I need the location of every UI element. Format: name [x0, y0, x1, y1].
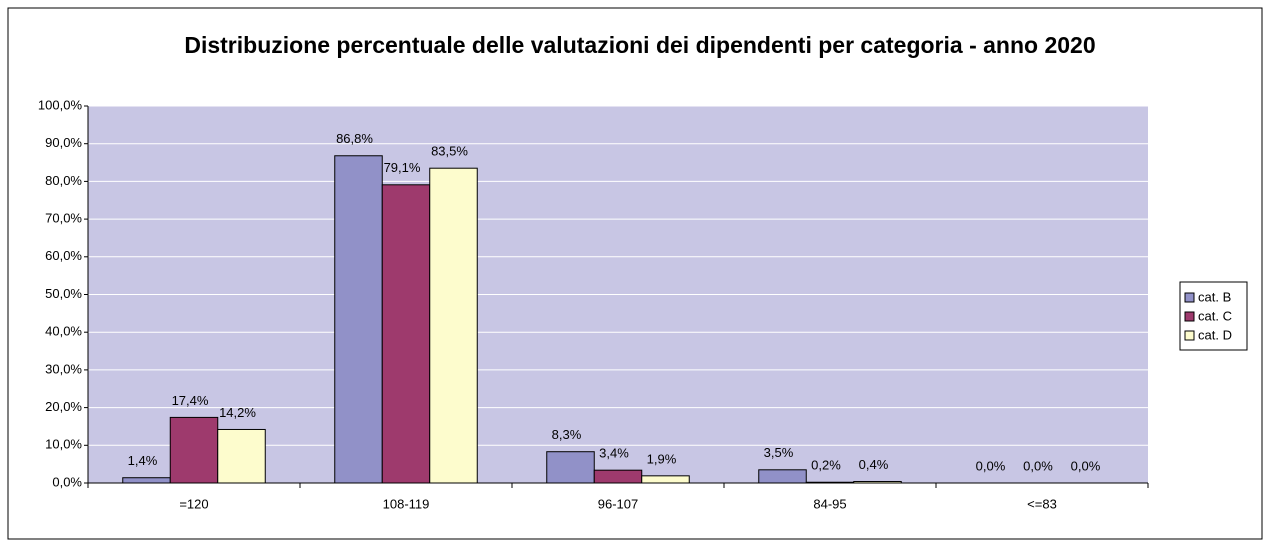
value-label: 1,4% — [128, 453, 158, 468]
value-label: 79,1% — [384, 160, 421, 175]
y-tick-label: 70,0% — [45, 211, 82, 226]
bar — [381, 184, 431, 484]
legend-swatch — [1184, 292, 1195, 303]
value-label: 83,5% — [431, 144, 468, 159]
y-tick-label: 20,0% — [45, 399, 82, 414]
bar — [334, 155, 383, 484]
x-tick-label: 96-107 — [598, 496, 638, 511]
y-tick-label: 80,0% — [45, 173, 82, 188]
value-label: 0,2% — [811, 458, 841, 473]
y-tick-label: 0,0% — [52, 474, 82, 489]
value-label: 8,3% — [552, 427, 582, 442]
legend-swatch — [1184, 330, 1195, 341]
y-tick-label: 60,0% — [45, 248, 82, 263]
value-label: 17,4% — [172, 393, 209, 408]
value-label: 14,2% — [219, 405, 256, 420]
bar — [853, 480, 902, 484]
y-tick-label: 50,0% — [45, 286, 82, 301]
value-label: 3,5% — [764, 445, 794, 460]
y-tick-label: 100,0% — [38, 97, 83, 112]
chart-title: Distribuzione percentuale delle valutazi… — [184, 32, 1096, 58]
bar — [122, 477, 171, 484]
value-label: 86,8% — [336, 131, 373, 146]
bar — [169, 416, 219, 484]
bar — [217, 428, 266, 484]
value-label: 0,4% — [859, 457, 889, 472]
value-label: 0,0% — [976, 458, 1006, 473]
legend-label: cat. C — [1198, 308, 1232, 323]
value-label: 3,4% — [599, 446, 629, 461]
bar — [641, 475, 690, 484]
x-tick-label: =120 — [179, 496, 208, 511]
bar — [758, 469, 807, 484]
bar — [546, 451, 595, 484]
y-tick-label: 30,0% — [45, 361, 82, 376]
y-tick-label: 90,0% — [45, 135, 82, 150]
x-tick-label: 84-95 — [813, 496, 846, 511]
value-label: 0,0% — [1071, 458, 1101, 473]
bar — [593, 469, 643, 484]
value-label: 0,0% — [1023, 458, 1053, 473]
bar — [429, 167, 478, 484]
value-label: 1,9% — [647, 451, 677, 466]
x-tick-label: <=83 — [1027, 496, 1057, 511]
x-tick-label: 108-119 — [383, 496, 430, 511]
legend-swatch — [1184, 311, 1195, 322]
legend-label: cat. D — [1198, 327, 1232, 342]
legend-label: cat. B — [1198, 289, 1231, 304]
y-tick-label: 40,0% — [45, 324, 82, 339]
bar — [805, 481, 855, 484]
y-tick-label: 10,0% — [45, 437, 82, 452]
